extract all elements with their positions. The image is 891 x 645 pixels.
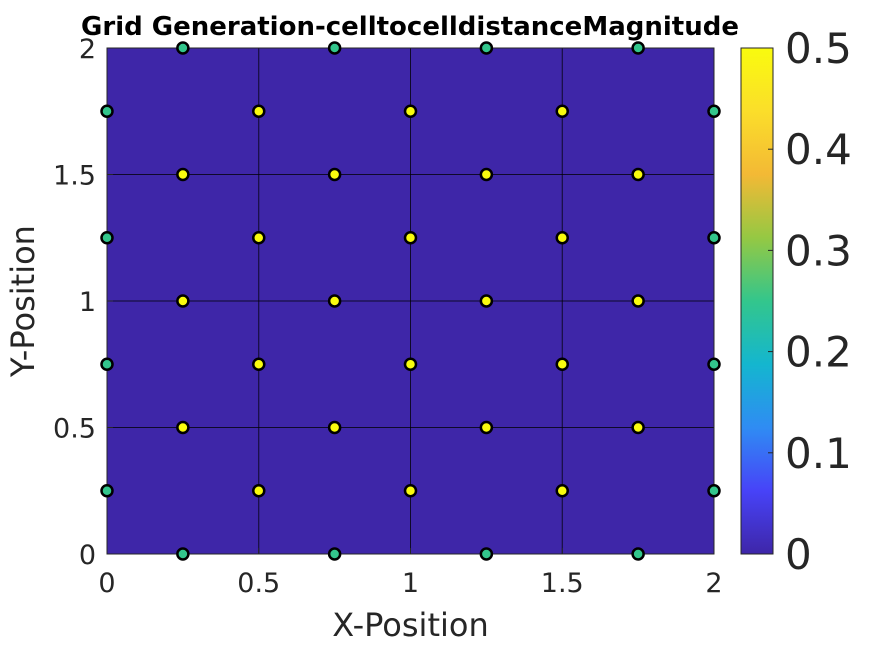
data-point <box>252 104 266 118</box>
data-point <box>631 41 645 55</box>
data-point <box>555 357 569 371</box>
data-point <box>631 420 645 435</box>
data-points <box>100 41 721 561</box>
y-tick-label: 1.5 <box>53 161 96 192</box>
x-tick-label: 1.5 <box>541 568 584 599</box>
data-point <box>327 167 342 182</box>
y-tick-label: 2 <box>79 34 96 65</box>
data-point <box>176 41 190 55</box>
y-axis-ticks: 0 0.5 1 1.5 2 <box>53 34 113 571</box>
data-point <box>631 294 645 308</box>
y-axis-label: Y-Position <box>4 225 42 378</box>
data-point <box>252 357 266 371</box>
data-point <box>555 231 569 245</box>
data-point <box>479 167 494 182</box>
data-point <box>327 547 342 561</box>
data-point <box>631 547 645 561</box>
data-point <box>707 484 721 498</box>
data-point <box>176 167 190 182</box>
x-axis-label: X-Position <box>332 606 488 644</box>
data-point <box>631 167 645 182</box>
colorbar-tick-label: 0.5 <box>785 24 852 73</box>
data-point <box>555 104 569 118</box>
colorbar-tick-label: 0 <box>785 530 812 579</box>
data-point <box>327 294 342 308</box>
y-tick-label: 0.5 <box>53 414 96 445</box>
x-tick-label: 0 <box>98 568 115 599</box>
colorbar-tick-label: 0.1 <box>785 429 852 478</box>
data-point <box>707 104 721 118</box>
data-point <box>327 420 342 435</box>
y-tick-label: 0 <box>79 540 96 571</box>
data-point <box>100 104 114 118</box>
x-tick-label: 0.5 <box>237 568 280 599</box>
colorbar-tick-label: 0.3 <box>785 226 852 275</box>
data-point <box>479 294 494 308</box>
data-point <box>100 484 114 498</box>
data-point <box>176 294 190 308</box>
data-point <box>403 104 418 118</box>
data-point <box>479 420 494 435</box>
data-point <box>252 484 266 498</box>
chart-title: Grid Generation-celltocelldistanceMagnit… <box>81 12 739 42</box>
data-point <box>252 231 266 245</box>
data-point <box>403 484 418 498</box>
y-tick-label: 1 <box>79 287 96 318</box>
x-axis-ticks: 0 0.5 1 1.5 2 <box>98 548 723 599</box>
data-point <box>555 484 569 498</box>
data-point <box>100 357 114 371</box>
data-point <box>176 547 190 561</box>
data-point <box>100 231 114 245</box>
data-point <box>479 41 494 55</box>
data-point <box>707 231 721 245</box>
data-point <box>479 547 494 561</box>
data-point <box>176 420 190 435</box>
data-point <box>403 231 418 245</box>
data-point <box>327 41 342 55</box>
colorbar <box>740 47 774 555</box>
data-point <box>403 357 418 371</box>
colorbar-tick-label: 0.2 <box>785 328 852 377</box>
data-point <box>707 357 721 371</box>
colorbar-ticks: 0 0.1 0.2 0.3 0.4 0.5 <box>768 24 852 579</box>
x-tick-label: 1 <box>402 568 419 599</box>
colorbar-tick-label: 0.4 <box>785 125 852 174</box>
x-tick-label: 2 <box>705 568 722 599</box>
